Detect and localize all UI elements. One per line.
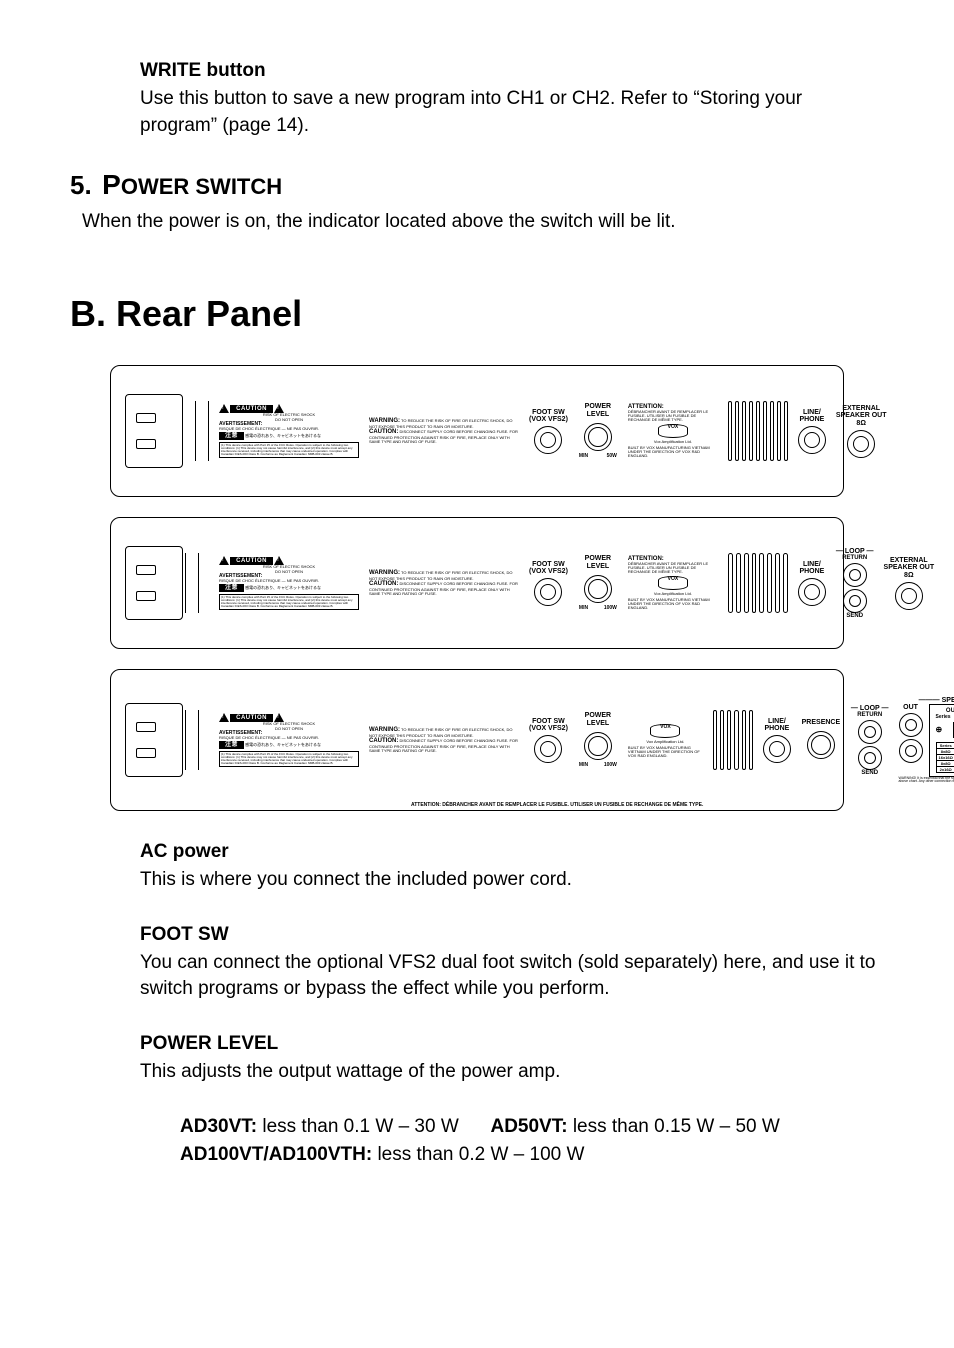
foot-sw-jack: FOOT SW (VOX VFS2) xyxy=(529,718,568,763)
ac-inlet-icon xyxy=(125,394,183,468)
foot-sw-block: FOOT SW You can connect the optional VFS… xyxy=(140,924,884,1003)
jack-icon xyxy=(899,713,923,737)
foot-sw-jack: FOOT SW (VOX VFS2) xyxy=(529,561,568,606)
vox-block: VOX Vox Amplification Ltd. BUILT BY VOX … xyxy=(628,722,703,758)
document-page: WRITE button Use this button to save a n… xyxy=(0,0,954,1226)
power-level-knob: POWER LEVEL MIN 100W xyxy=(578,712,618,768)
vent-slots xyxy=(713,710,753,770)
knob-icon xyxy=(807,731,835,759)
effects-loop: — LOOP — RETURN SEND xyxy=(836,548,874,619)
power-level-block: POWER LEVEL This adjusts the output watt… xyxy=(140,1033,884,1086)
shock-icon xyxy=(219,713,229,722)
fuse-holder-icon xyxy=(185,710,199,770)
caution-label-block: CAUTION RISK OF ELECTRIC SHOCK DO NOT OP… xyxy=(219,713,359,767)
jack-icon xyxy=(858,720,882,744)
vent-slots xyxy=(728,553,788,613)
jack-icon xyxy=(847,430,875,458)
specs-row-1: AD30VT: less than 0.1 W – 30 W AD50VT: l… xyxy=(180,1116,884,1138)
shock-icon xyxy=(219,404,229,413)
caution-label-block: CAUTION RISK OF ELECTRIC SHOCK DO NOT OP… xyxy=(219,404,359,458)
warning-text-block: WARNING: TO REDUCE THE RISK OF FIRE OR E… xyxy=(369,727,519,753)
power-switch-text: When the power is on, the indicator loca… xyxy=(82,211,884,233)
vent-slots xyxy=(728,401,788,461)
vox-logo-icon: VOX xyxy=(658,424,688,438)
power-level-text: This adjusts the output wattage of the p… xyxy=(140,1059,884,1086)
foot-sw-jack: FOOT SW (VOX VFS2) xyxy=(529,409,568,454)
external-speaker-jack: EXTERNAL SPEAKER OUT 8Ω xyxy=(884,557,935,610)
jack-icon xyxy=(899,739,923,763)
jack-icon xyxy=(534,735,562,763)
warning-text-block: WARNING: TO REDUCE THE RISK OF FIRE OR E… xyxy=(369,418,519,444)
line-phone-jack: LINE/ PHONE xyxy=(763,718,791,763)
rear-panel-diagram-3: CAUTION RISK OF ELECTRIC SHOCK DO NOT OP… xyxy=(110,669,844,811)
output-select-box: OUTPUT SELECT Series Parallel ⊕ ⊕ Series… xyxy=(929,704,954,777)
knob-icon xyxy=(584,575,612,603)
power-switch-section: 5. POWER SWITCH xyxy=(70,169,884,201)
write-button-heading: WRITE button xyxy=(140,60,884,82)
knob-icon xyxy=(584,423,612,451)
warning-text-block: WARNING: TO REDUCE THE RISK OF FIRE OR E… xyxy=(369,570,519,596)
vox-logo-icon: VOX xyxy=(658,576,688,590)
section-title: POWER SWITCH xyxy=(102,174,282,199)
jack-icon xyxy=(843,589,867,613)
shock-icon xyxy=(219,556,229,565)
rear-panel-diagram-2: CAUTION RISK OF ELECTRIC SHOCK DO NOT OP… xyxy=(110,517,844,649)
fuse-holder-icon xyxy=(185,553,199,613)
jack-icon xyxy=(843,563,867,587)
ac-inlet-icon xyxy=(125,546,183,620)
attention-footer: ATTENTION: DÉBRANCHER AVANT DE REMPLACER… xyxy=(411,803,703,808)
write-button-block: WRITE button Use this button to save a n… xyxy=(140,60,884,139)
attention-block: ATTENTION: DÉBRANCHER AVANT DE REMPLACER… xyxy=(628,556,718,610)
line-phone-jack: LINE/ PHONE xyxy=(798,409,826,454)
jack-icon xyxy=(798,426,826,454)
power-level-knob: POWER LEVEL MIN 50W xyxy=(578,403,618,459)
external-speaker-jack: EXTERNAL SPEAKER OUT 8Ω xyxy=(836,405,887,458)
warning-icon xyxy=(274,404,284,413)
presence-knob: PRESENCE xyxy=(801,719,841,761)
jack-icon xyxy=(534,578,562,606)
ac-power-text: This is where you connect the included p… xyxy=(140,867,884,894)
ac-inlet-icon xyxy=(125,703,183,777)
line-phone-jack: LINE/ PHONE xyxy=(798,561,826,606)
warning-icon xyxy=(274,713,284,722)
ac-power-heading: AC power xyxy=(140,841,884,863)
attention-block: ATTENTION: DÉBRANCHER AVANT DE REMPLACER… xyxy=(628,404,718,458)
jack-icon xyxy=(895,582,923,610)
warning-icon xyxy=(274,556,284,565)
power-level-knob: POWER LEVEL MIN 100W xyxy=(578,555,618,611)
rear-panel-heading: B. Rear Panel xyxy=(70,293,884,335)
knob-icon xyxy=(584,732,612,760)
speaker-section: ——— SPEAKER ——— OUT OUTPUT SELECT Series… xyxy=(899,697,954,784)
caution-label-block: CAUTION RISK OF ELECTRIC SHOCK DO NOT OP… xyxy=(219,556,359,610)
foot-sw-text: You can connect the optional VFS2 dual f… xyxy=(140,950,884,1003)
jack-icon xyxy=(534,426,562,454)
specs-row-2: AD100VT/AD100VTH: less than 0.2 W – 100 … xyxy=(180,1144,884,1166)
impedance-table: SeriesParallelOutput Power 8x8Ω1x16Ω50W … xyxy=(936,742,954,773)
foot-sw-heading: FOOT SW xyxy=(140,924,884,946)
jack-icon xyxy=(858,746,882,770)
vox-logo-icon: VOX xyxy=(650,724,680,738)
effects-loop: — LOOP — RETURN SEND xyxy=(851,705,889,776)
ac-power-block: AC power This is where you connect the i… xyxy=(140,841,884,894)
jack-icon xyxy=(763,735,791,763)
rear-panel-diagram-1: CAUTION RISK OF ELECTRIC SHOCK DO NOT OP… xyxy=(110,365,844,497)
fuse-holder-icon xyxy=(195,401,209,461)
power-level-heading: POWER LEVEL xyxy=(140,1033,884,1055)
section-number: 5. xyxy=(70,170,92,200)
write-button-text: Use this button to save a new program in… xyxy=(140,86,884,139)
jack-icon xyxy=(798,578,826,606)
